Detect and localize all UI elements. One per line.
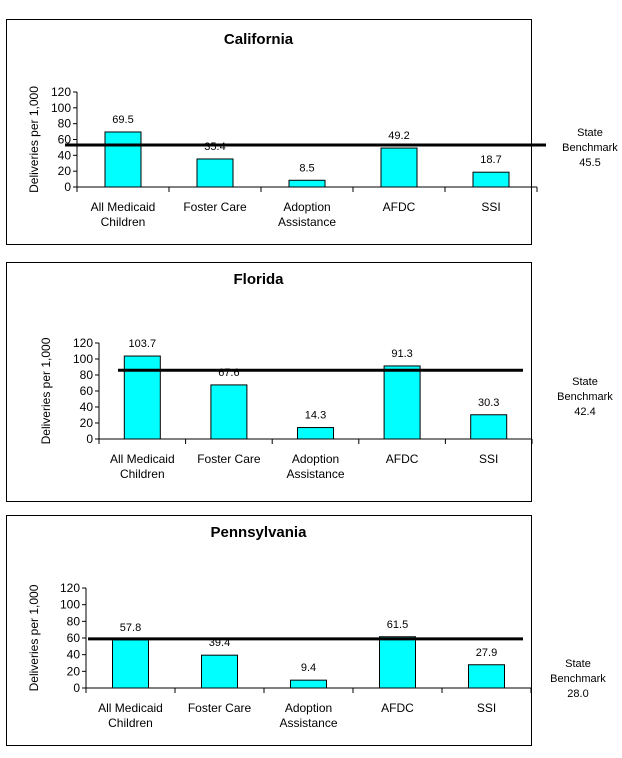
data-label: 69.5 xyxy=(112,114,133,126)
y-axis-label: Deliveries per 1,000 xyxy=(39,337,53,444)
x-tick-label: Assistance xyxy=(279,716,337,730)
y-tick-label: 0 xyxy=(73,681,80,695)
y-tick-label: 40 xyxy=(58,148,72,162)
panel-border xyxy=(6,262,532,502)
x-tick-label: All Medicaid xyxy=(91,200,156,214)
y-tick-label: 80 xyxy=(80,368,94,382)
bar xyxy=(380,147,418,188)
data-label: 35.4 xyxy=(204,141,225,153)
data-label: 57.8 xyxy=(120,622,141,634)
y-tick-label: 120 xyxy=(73,336,93,350)
bar xyxy=(470,414,508,440)
x-tick-label: AFDC xyxy=(383,200,416,214)
panel-border xyxy=(6,515,532,746)
x-tick-label: Foster Care xyxy=(197,452,261,466)
x-tick-label: Foster Care xyxy=(188,701,252,715)
bar xyxy=(210,384,248,440)
x-tick-label: SSI xyxy=(477,701,496,715)
x-tick-label: Assistance xyxy=(278,215,336,229)
chart-title: Florida xyxy=(233,271,284,288)
x-tick-label: Adoption xyxy=(292,452,339,466)
benchmark-label: State xyxy=(572,376,598,388)
bar xyxy=(290,679,327,689)
x-tick-label: Adoption xyxy=(285,701,332,715)
data-label: 49.2 xyxy=(388,130,409,142)
benchmark-label: Benchmark xyxy=(557,391,613,403)
x-tick-label: AFDC xyxy=(386,452,419,466)
y-tick-label: 60 xyxy=(58,133,72,147)
data-label: 18.7 xyxy=(480,154,501,166)
data-label: 91.3 xyxy=(391,348,412,360)
chart-title: California xyxy=(224,31,294,48)
y-tick-label: 20 xyxy=(80,416,94,430)
bar xyxy=(123,355,161,440)
y-tick-label: 120 xyxy=(51,85,71,99)
benchmark-value: 45.5 xyxy=(579,157,600,169)
data-label: 14.3 xyxy=(305,410,326,422)
x-tick-label: All Medicaid xyxy=(98,701,163,715)
benchmark-value: 42.4 xyxy=(574,406,595,418)
y-tick-label: 60 xyxy=(67,631,81,645)
bar xyxy=(297,427,334,440)
x-tick-label: AFDC xyxy=(381,701,414,715)
chart-panel-florida: Florida 0 20 40 60 80 100 120 Deliveries per 1,0… xyxy=(6,262,613,502)
y-tick-label: 100 xyxy=(60,598,80,612)
data-label: 8.5 xyxy=(299,162,314,174)
chart-panel-pennsylvania: Pennsylvania 0 20 40 60 80 100 120 Deliveries pe… xyxy=(6,515,606,746)
data-label: 9.4 xyxy=(301,662,316,674)
y-tick-label: 100 xyxy=(51,101,71,115)
bar xyxy=(104,131,142,188)
y-tick-label: 20 xyxy=(58,164,72,178)
x-tick-label: Children xyxy=(108,716,153,730)
bar xyxy=(201,654,238,689)
x-tick-label: SSI xyxy=(481,200,500,214)
data-label: 61.5 xyxy=(387,619,408,631)
benchmark-label: Benchmark xyxy=(562,142,618,154)
data-label: 27.9 xyxy=(476,647,497,659)
y-tick-label: 80 xyxy=(67,614,81,628)
x-tick-label: Children xyxy=(120,467,165,481)
y-tick-label: 40 xyxy=(80,400,94,414)
bar xyxy=(196,158,234,188)
x-tick-label: Adoption xyxy=(283,200,330,214)
bar xyxy=(472,171,510,188)
bar xyxy=(112,639,149,689)
bar xyxy=(288,179,326,188)
benchmark-value: 28.0 xyxy=(567,688,588,700)
chart-title: Pennsylvania xyxy=(211,524,308,541)
y-tick-label: 100 xyxy=(73,352,93,366)
y-tick-label: 60 xyxy=(80,384,94,398)
y-tick-label: 120 xyxy=(60,581,80,595)
x-tick-label: Children xyxy=(101,215,146,229)
data-label: 103.7 xyxy=(129,338,157,350)
benchmark-label: State xyxy=(565,658,591,670)
y-tick-label: 0 xyxy=(86,432,93,446)
data-label: 30.3 xyxy=(478,397,499,409)
y-axis-label: Deliveries per 1,000 xyxy=(27,584,41,691)
panel-border xyxy=(6,19,532,245)
y-tick-label: 40 xyxy=(67,648,81,662)
y-axis-label: Deliveries per 1,000 xyxy=(27,86,41,193)
x-tick-label: SSI xyxy=(479,452,498,466)
y-tick-label: 0 xyxy=(64,180,71,194)
benchmark-label: State xyxy=(577,127,603,139)
bar xyxy=(383,365,421,440)
bar xyxy=(468,664,505,689)
x-tick-label: Foster Care xyxy=(183,200,247,214)
x-tick-label: Assistance xyxy=(286,467,344,481)
benchmark-label: Benchmark xyxy=(550,673,606,685)
x-tick-label: All Medicaid xyxy=(110,452,175,466)
y-tick-label: 20 xyxy=(67,664,81,678)
bar xyxy=(379,636,416,689)
y-tick-label: 80 xyxy=(58,117,72,131)
